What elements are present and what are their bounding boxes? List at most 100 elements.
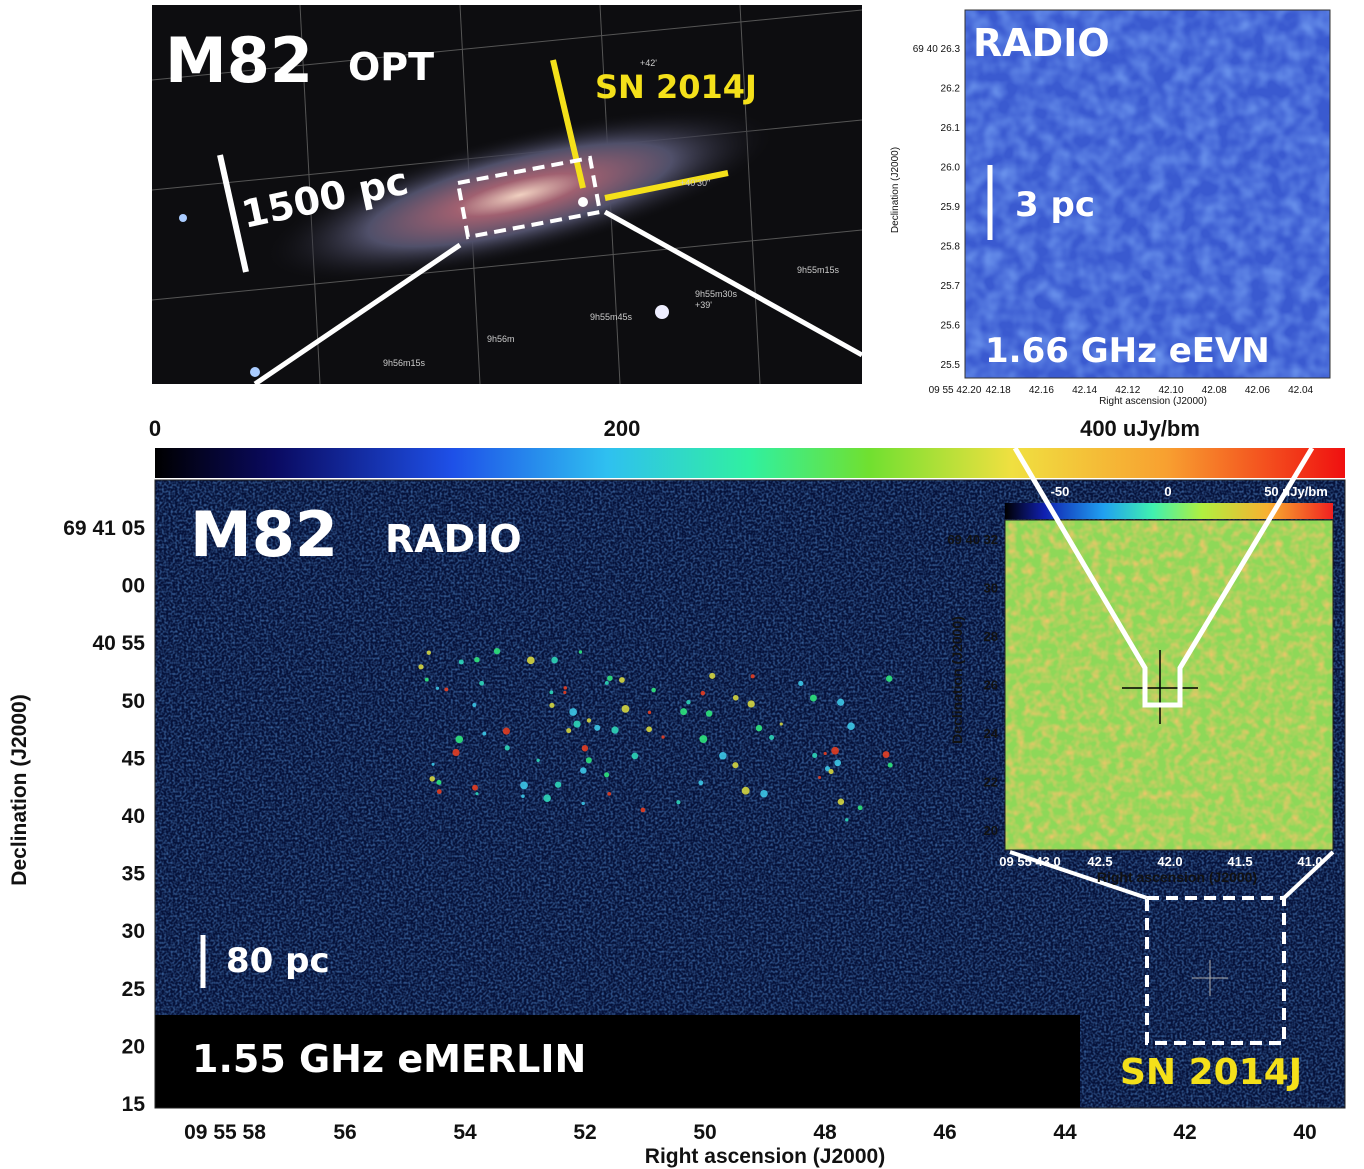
radio-source [472, 702, 477, 707]
tick-label: 48 [813, 1121, 837, 1144]
title: M82 [165, 24, 313, 97]
tick-label: 46 [933, 1121, 956, 1144]
tick-label: 56 [333, 1121, 356, 1144]
radio-source [732, 762, 739, 769]
radio-source [479, 680, 485, 686]
radio-source [586, 718, 592, 723]
tick-label: -50 [1051, 484, 1070, 499]
tick-label: 42.08 [1202, 385, 1227, 396]
radio-source [520, 781, 528, 790]
tick-label: 69 40 26.3 [913, 44, 961, 55]
tick-label: 40 [1293, 1121, 1316, 1144]
radio-source [812, 752, 818, 759]
eevn-noise [965, 10, 1330, 378]
frame [964, 9, 1331, 379]
radio-source [705, 710, 713, 717]
radio-source [857, 805, 863, 811]
tick-label: 42.18 [986, 385, 1011, 396]
radio-source [418, 664, 424, 670]
radio-source [452, 748, 460, 757]
tick-label: 400 uJy/bm [1080, 416, 1200, 441]
radio-source [798, 680, 804, 686]
tick-label: 50 [693, 1121, 716, 1144]
tick-label: 15 [122, 1093, 146, 1116]
radio-source [472, 784, 478, 791]
x-axis-label: Right ascension (J2000) [1099, 396, 1207, 407]
tick-label: 26.1 [941, 123, 961, 134]
eevn-panel: RADIO 3 pc 1.66 GHz eEVN Declination (J2… [890, 9, 1331, 407]
radio-source [551, 656, 558, 664]
star [250, 367, 260, 377]
tick-label: 09 55 43.0 [999, 854, 1060, 869]
radio-source [502, 727, 510, 735]
galaxy [267, 109, 773, 281]
radio-source [699, 735, 708, 743]
band-label: OPT [348, 45, 434, 89]
tick-label: 42.0 [1157, 854, 1182, 869]
target-label: SN 2014J [1120, 1052, 1302, 1093]
radio-source [604, 680, 609, 685]
y-axis-label: Declination (J2000) [949, 616, 965, 744]
radio-source [619, 677, 625, 683]
radio-source [831, 746, 839, 755]
star [655, 305, 669, 319]
tick-label: 200 [604, 416, 641, 441]
grid-label: +42' [640, 58, 657, 68]
pointer-line [550, 59, 586, 189]
tick-label: 42.14 [1072, 385, 1097, 396]
radio-source [426, 650, 431, 655]
tick-label: 28 [984, 629, 998, 644]
radio-source [732, 694, 739, 701]
radio-source [760, 789, 768, 798]
scale-bar [217, 154, 249, 273]
tick-label: 42.12 [1115, 385, 1140, 396]
radio-source [581, 801, 585, 806]
radio-source [578, 650, 583, 654]
radio-source [779, 722, 783, 726]
radio-source [686, 700, 691, 705]
tick-label: 25.8 [941, 242, 961, 253]
band-label: RADIO [385, 517, 522, 561]
radio-source [493, 647, 501, 655]
inset-panel: Declination (J2000) Right ascension (J20… [949, 446, 1335, 900]
radio-source [580, 767, 587, 774]
scale-label: 80 pc [226, 941, 330, 981]
radio-source [651, 687, 656, 693]
colorbar [155, 448, 1345, 478]
radio-source [818, 775, 822, 779]
grid-labels: +42' +40'30" +39' 9h56m15s 9h56m 9h55m45s 9h55… [383, 58, 840, 368]
tick-label: 20 [122, 1035, 145, 1058]
zoom-line [1009, 850, 1148, 900]
sn-star [578, 197, 588, 207]
tick-label: 42.5 [1087, 854, 1112, 869]
radio-source [444, 687, 449, 692]
radio-source [455, 735, 464, 744]
radio-source [809, 694, 817, 702]
tick-label: 45 [122, 747, 146, 770]
grid-label: 9h56m15s [383, 358, 426, 368]
zoom-line [253, 242, 462, 387]
frame [154, 479, 1346, 1109]
radio-source [536, 758, 540, 763]
radio-source [474, 657, 480, 663]
radio-source [504, 745, 510, 751]
grid-label: 9h56m [487, 334, 515, 344]
radio-source [661, 735, 665, 739]
radio-source [429, 776, 435, 782]
radio-source [887, 762, 893, 768]
tick-label: 69 40 32 [947, 532, 998, 547]
radio-source [611, 726, 619, 734]
radio-sources [418, 647, 893, 822]
x-axis-label: Right ascension (J2000) [645, 1145, 885, 1168]
zoom-line [1012, 446, 1315, 708]
x-axis-label: Right ascension (J2000) [1097, 869, 1257, 885]
grid-label: +40'30" [680, 178, 710, 188]
tick-label: 42.06 [1245, 385, 1270, 396]
title: RADIO [973, 21, 1110, 65]
radio-source [769, 735, 775, 740]
grid-label: 9h55m15s [797, 265, 840, 275]
tick-label: 40 [122, 805, 145, 828]
tick-label: 09 55 42.20 [929, 385, 982, 396]
tick-label: 26.0 [941, 163, 961, 174]
zoom-line [603, 209, 864, 358]
